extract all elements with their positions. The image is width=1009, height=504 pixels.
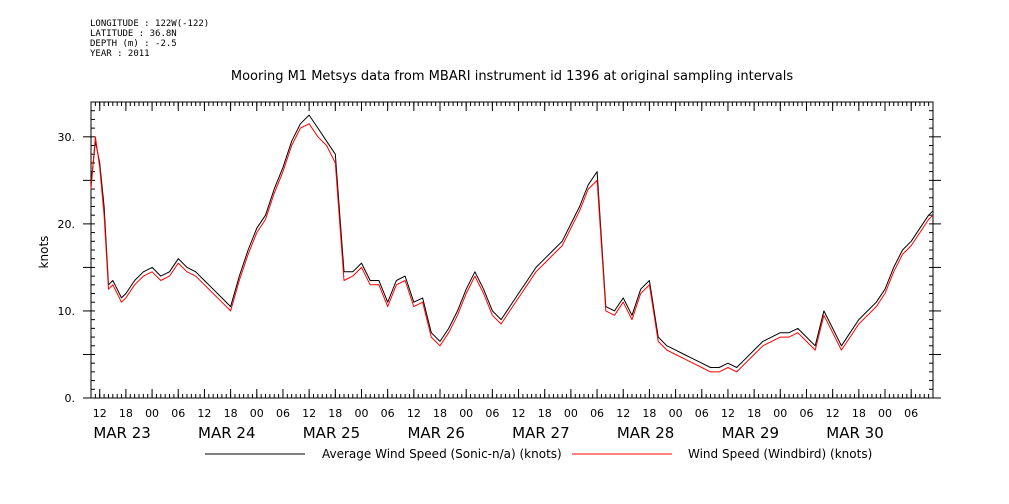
x-date-label: MAR 27 bbox=[512, 424, 569, 442]
x-date-label: MAR 23 bbox=[93, 424, 150, 442]
x-tick-label: 06 bbox=[695, 407, 709, 420]
x-tick-label: 18 bbox=[538, 407, 552, 420]
y-tick-label: 0. bbox=[65, 392, 76, 405]
x-tick-label: 06 bbox=[171, 407, 185, 420]
x-tick-label: 12 bbox=[616, 407, 630, 420]
x-tick-label: 00 bbox=[354, 407, 368, 420]
x-tick-label: 06 bbox=[799, 407, 813, 420]
x-tick-label: 06 bbox=[904, 407, 918, 420]
x-tick-label: 00 bbox=[250, 407, 264, 420]
x-tick-label: 12 bbox=[512, 407, 526, 420]
x-tick-label: 18 bbox=[747, 407, 761, 420]
x-tick-label: 06 bbox=[276, 407, 290, 420]
x-tick-label: 12 bbox=[197, 407, 211, 420]
latitude-label: LATITUDE : 36.8N bbox=[90, 29, 177, 39]
x-date-label: MAR 28 bbox=[617, 424, 674, 442]
x-tick-label: 00 bbox=[145, 407, 159, 420]
x-tick-label: 00 bbox=[459, 407, 473, 420]
x-tick-label: 12 bbox=[407, 407, 421, 420]
longitude-label: LONGITUDE : 122W(-122) bbox=[90, 19, 210, 29]
x-date-label: MAR 30 bbox=[826, 424, 883, 442]
x-tick-label: 18 bbox=[224, 407, 238, 420]
x-tick-label: 12 bbox=[93, 407, 107, 420]
metadata-block: LONGITUDE : 122W(-122) LATITUDE : 36.8N … bbox=[90, 19, 209, 59]
x-date-label: MAR 29 bbox=[722, 424, 779, 442]
x-tick-label: 12 bbox=[721, 407, 735, 420]
x-tick-label: 06 bbox=[590, 407, 604, 420]
legend-label-windbird: Wind Speed (Windbird) (knots) bbox=[688, 447, 872, 461]
x-tick-label: 18 bbox=[433, 407, 447, 420]
x-date-label: MAR 26 bbox=[407, 424, 464, 442]
chart-title: Mooring M1 Metsys data from MBARI instru… bbox=[231, 69, 793, 84]
x-date-label: MAR 24 bbox=[198, 424, 255, 442]
x-tick-label: 12 bbox=[302, 407, 316, 420]
x-tick-label: 00 bbox=[878, 407, 892, 420]
x-tick-label: 06 bbox=[381, 407, 395, 420]
x-tick-label: 18 bbox=[642, 407, 656, 420]
x-tick-label: 00 bbox=[773, 407, 787, 420]
series-line-sonic bbox=[90, 114, 934, 368]
plot-area: 12 18 00 06 12 18 00 06 12 18 00 06 12 18 00 06 12 18 00 06… bbox=[58, 101, 941, 442]
y-axis-label: knots bbox=[37, 236, 51, 269]
x-tick-label: 00 bbox=[669, 407, 683, 420]
depth-label: DEPTH (m) : -2.5 bbox=[90, 39, 177, 49]
legend-label-sonic: Average Wind Speed (Sonic-n/a) (knots) bbox=[322, 447, 562, 461]
y-tick-label: 20. bbox=[58, 218, 76, 231]
y-tick-label: 30. bbox=[58, 131, 76, 144]
year-label: YEAR : 2011 bbox=[90, 49, 150, 59]
x-tick-label: 18 bbox=[328, 407, 342, 420]
series-line-windbird bbox=[90, 123, 934, 373]
y-tick-label: 10. bbox=[58, 305, 76, 318]
plot-frame bbox=[90, 101, 934, 399]
legend: Average Wind Speed (Sonic-n/a) (knots) W… bbox=[205, 447, 872, 461]
x-tick-label: 18 bbox=[119, 407, 133, 420]
x-tick-label: 06 bbox=[485, 407, 499, 420]
x-date-label: MAR 25 bbox=[303, 424, 360, 442]
x-tick-label: 00 bbox=[564, 407, 578, 420]
x-tick-label: 18 bbox=[852, 407, 866, 420]
x-tick-label: 12 bbox=[826, 407, 840, 420]
